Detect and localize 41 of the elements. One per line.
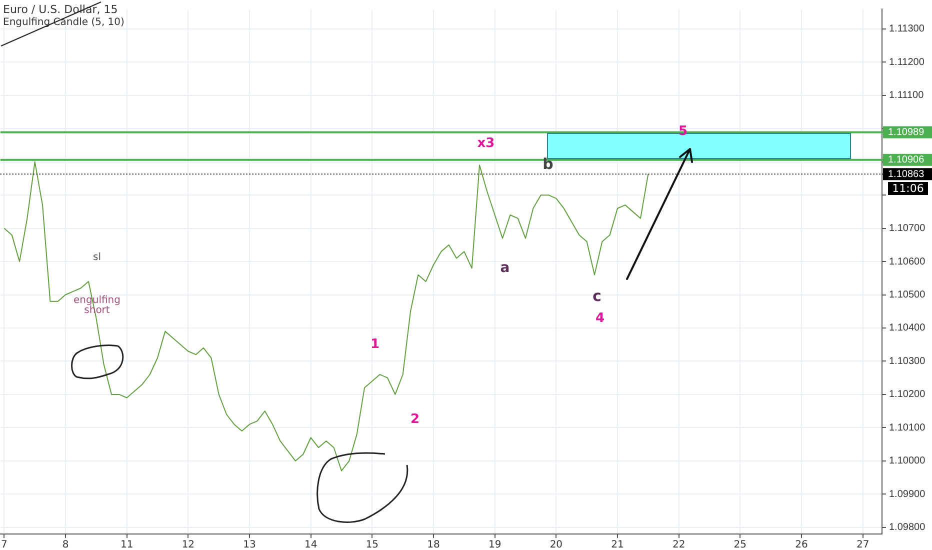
x-tick-label: 25 — [734, 540, 747, 550]
y-tick-label: 1.10000 — [889, 456, 926, 467]
annotation: 5 — [677, 124, 689, 139]
y-tick-label: 1.10500 — [889, 290, 926, 301]
y-tick-label: 1.10300 — [889, 356, 926, 367]
x-tick-label: 18 — [427, 540, 440, 550]
x-tick-label: 13 — [243, 540, 256, 550]
y-tick-label: 1.10200 — [889, 389, 926, 400]
x-tick-label: 27 — [856, 540, 870, 550]
x-tick-label: 7 — [0, 540, 8, 550]
y-tick-label: 1.11300 — [889, 24, 925, 35]
annotation: c — [592, 286, 602, 304]
y-tick-label: 1.09800 — [889, 522, 926, 534]
x-tick-label: 12 — [182, 540, 195, 550]
annotation: sl — [92, 252, 102, 263]
x-tick-label: 26 — [795, 540, 808, 550]
x-tick-label: 8 — [62, 540, 69, 550]
x-tick-label: 21 — [611, 540, 624, 550]
x-tick-label: 22 — [672, 540, 686, 550]
text: Engulfing Candle (5, 10) — [3, 17, 124, 28]
y-tick-label: 1.10100 — [889, 422, 926, 434]
text: 11:06 — [888, 182, 928, 196]
y-tick-label: 1.10600 — [889, 256, 926, 268]
x-tick-label: 11 — [120, 540, 134, 550]
y-tick-label: 1.11200 — [889, 56, 925, 68]
ref-line-label: 1.10906 — [888, 154, 925, 166]
annotation: a — [499, 260, 511, 276]
annotation: 4 — [594, 310, 606, 326]
x-tick-label: 20 — [550, 540, 563, 550]
y-tick-label: 1.10700 — [889, 223, 926, 234]
ref-line-label: 1.10989 — [888, 127, 925, 138]
annotation: 1 — [369, 336, 381, 352]
y-tick-label: 1.09900 — [889, 488, 926, 500]
annotation: 2 — [409, 412, 421, 427]
x-tick-label: 19 — [488, 540, 502, 550]
x-tick-label: 14 — [304, 540, 318, 550]
ref-line-label: 1.10863 — [888, 168, 925, 180]
x-tick-label: 15 — [366, 540, 379, 550]
y-tick-label: 1.10400 — [889, 322, 926, 334]
y-tick-label: 1.11100 — [889, 90, 924, 102]
annotation: x3 — [476, 136, 496, 151]
